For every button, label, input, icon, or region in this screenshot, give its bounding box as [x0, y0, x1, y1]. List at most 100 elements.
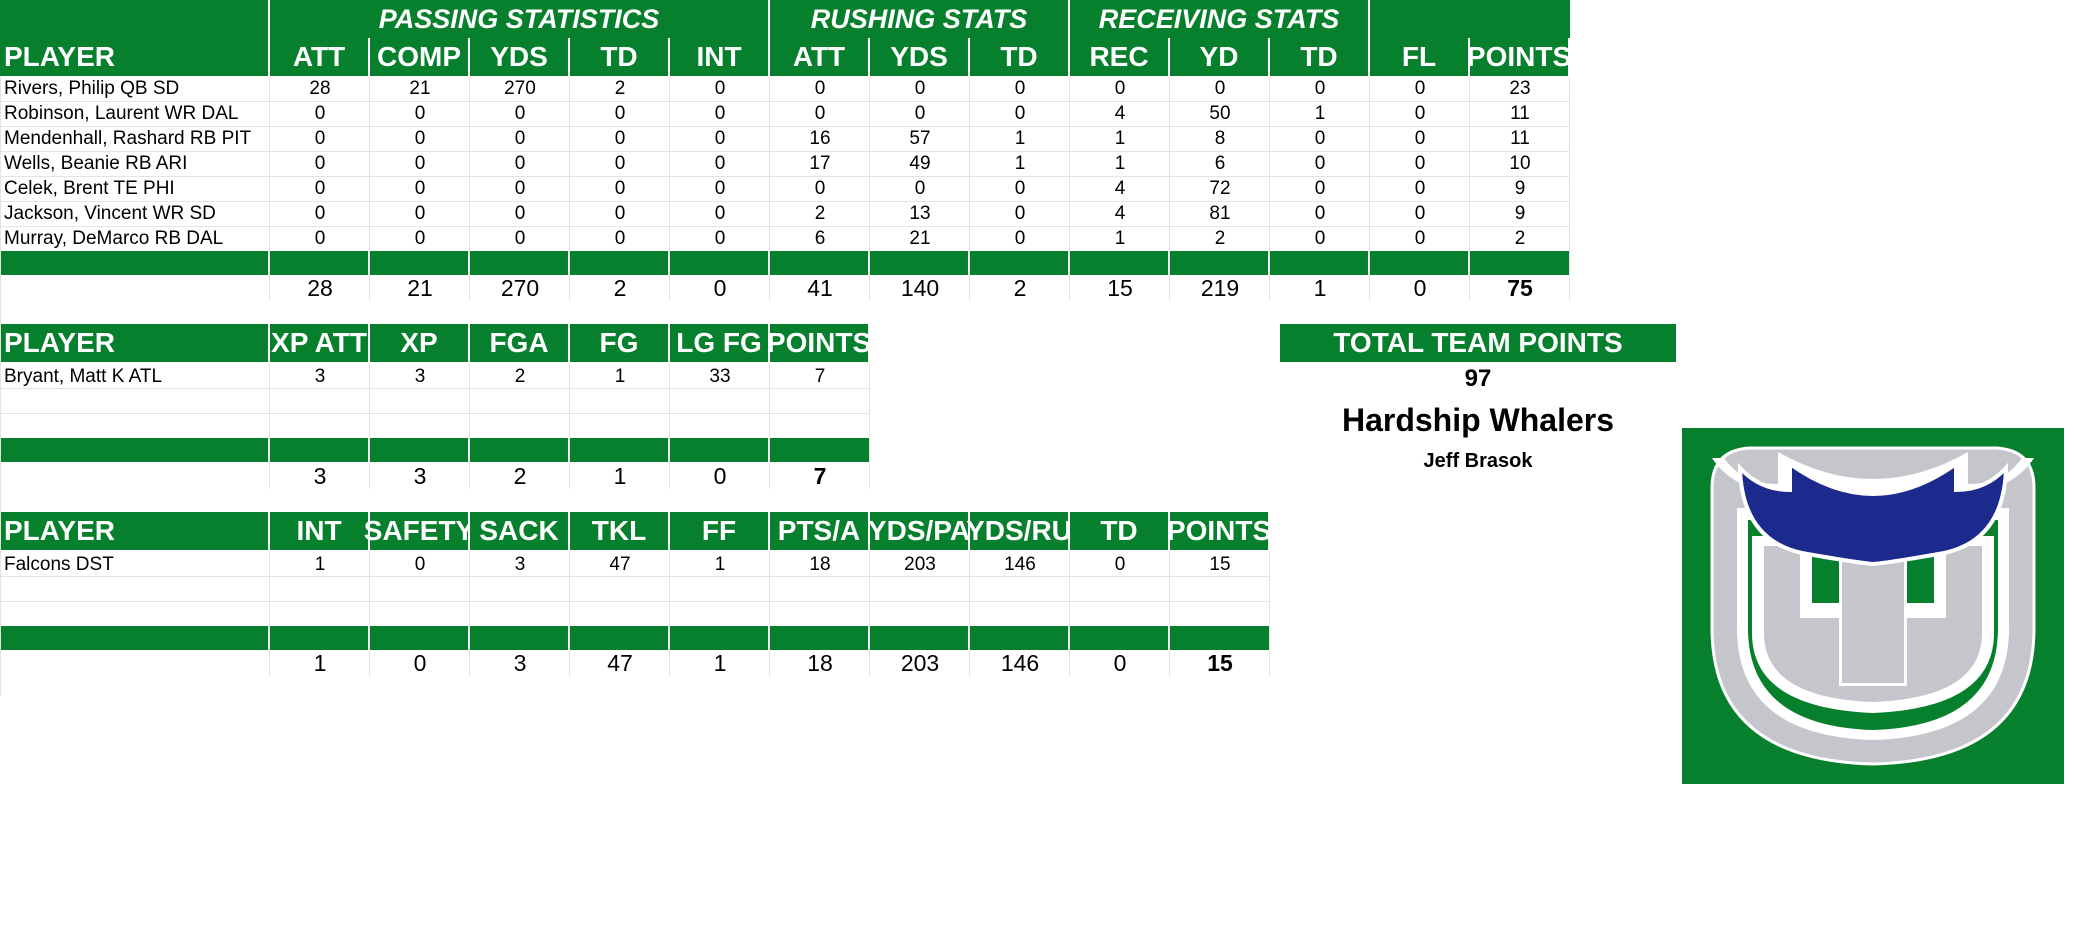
column-header: REC [1070, 38, 1168, 76]
column-divider [969, 76, 970, 301]
column-divider [769, 364, 770, 489]
stat-cell: 0 [714, 77, 726, 99]
group-header: RUSHING STATS [770, 0, 1068, 38]
total-cell: 15 [1107, 275, 1133, 301]
stat-cell: 2 [614, 77, 626, 99]
stat-cell: 2 [1514, 227, 1526, 249]
row-divider [0, 576, 1270, 577]
column-divider [1169, 552, 1170, 677]
total-cell: 2 [513, 463, 527, 489]
total-cell: 0 [713, 463, 727, 489]
stat-cell: 0 [1214, 77, 1226, 99]
stat-cell: 10 [1509, 152, 1531, 174]
column-divider [569, 76, 570, 301]
stat-cell: 203 [904, 553, 936, 575]
stat-cell: 0 [1014, 202, 1026, 224]
stat-cell: 0 [814, 77, 826, 99]
stat-cell: 1 [1314, 102, 1326, 124]
total-cell: 140 [900, 275, 940, 301]
total-cell: 41 [807, 275, 833, 301]
stat-cell: 0 [514, 227, 526, 249]
stat-cell: 0 [414, 152, 426, 174]
column-divider [1369, 76, 1370, 301]
column-header: TD [1070, 512, 1168, 550]
column-divider [569, 364, 570, 489]
column-divider [469, 552, 470, 677]
stat-cell: 3 [314, 365, 326, 387]
player-name: Mendenhall, Rashard RB PIT [4, 127, 252, 149]
stat-cell: 0 [1314, 177, 1326, 199]
row-divider [0, 126, 1570, 127]
total-cell: 1 [613, 463, 627, 489]
stat-cell: 8 [1214, 127, 1226, 149]
total-cell: 47 [607, 650, 633, 676]
total-cell: 0 [413, 650, 427, 676]
stat-cell: 0 [714, 102, 726, 124]
total-cell: 0 [713, 275, 727, 301]
column-header: POINTS [1167, 512, 1271, 550]
column-divider [369, 552, 370, 677]
row-divider [0, 226, 1570, 227]
stat-cell: 9 [1514, 202, 1526, 224]
column-divider [1469, 76, 1470, 301]
stat-cell: 0 [414, 102, 426, 124]
group-header: RECEIVING STATS [1070, 0, 1368, 38]
column-divider [869, 364, 870, 489]
stat-cell: 1 [1114, 227, 1126, 249]
column-divider [1069, 552, 1070, 677]
total-cell: 1 [1313, 275, 1327, 301]
stat-cell: 9 [1514, 177, 1526, 199]
column-divider [569, 552, 570, 677]
stat-cell: 0 [1314, 227, 1326, 249]
stat-cell: 0 [914, 102, 926, 124]
stat-cell: 0 [1414, 102, 1426, 124]
stat-cell: 17 [809, 152, 831, 174]
stat-cell: 0 [714, 202, 726, 224]
column-header: PTS/A [770, 512, 868, 550]
column-divider [1269, 552, 1270, 677]
column-divider [269, 76, 270, 301]
total-cell: 3 [413, 463, 427, 489]
column-header: TD [570, 38, 668, 76]
column-divider [1069, 76, 1070, 301]
stat-cell: 0 [314, 102, 326, 124]
column-divider [869, 552, 870, 677]
stat-cell: 0 [314, 227, 326, 249]
stat-cell: 0 [414, 553, 426, 575]
player-name: Wells, Beanie RB ARI [4, 152, 188, 174]
column-header: YD [1170, 38, 1268, 76]
stat-cell: 28 [309, 77, 331, 99]
column-header: ATT [270, 38, 368, 76]
sheet-left-border [0, 76, 1, 696]
row-divider [0, 201, 1570, 202]
total-cell: 1 [313, 650, 327, 676]
player-name: Bryant, Matt K ATL [4, 365, 163, 387]
column-header: PLAYER [0, 512, 268, 550]
stat-cell: 0 [314, 177, 326, 199]
group-header-blank [1370, 0, 1570, 38]
stat-cell: 1 [714, 553, 726, 575]
stat-cell: 0 [714, 227, 726, 249]
column-divider [969, 552, 970, 677]
total-cell: 270 [500, 275, 540, 301]
stat-cell: 1 [314, 553, 326, 575]
stat-cell: 2 [1214, 227, 1226, 249]
stat-cell: 18 [809, 553, 831, 575]
total-cell: 1 [713, 650, 727, 676]
stat-cell: 1 [614, 365, 626, 387]
total-cell: 3 [513, 650, 527, 676]
total-cell: 21 [407, 275, 433, 301]
column-header: FG [570, 324, 668, 362]
total-cell: 15 [1207, 650, 1233, 676]
stat-cell: 21 [909, 227, 931, 249]
row-divider [0, 601, 1270, 602]
stat-cell: 0 [1114, 553, 1126, 575]
stat-cell: 0 [714, 177, 726, 199]
group-header-blank [0, 0, 268, 38]
total-cell: 2 [613, 275, 627, 301]
stat-cell: 3 [414, 365, 426, 387]
column-header: INT [270, 512, 368, 550]
stat-cell: 270 [504, 77, 536, 99]
column-header: PLAYER [0, 324, 268, 362]
